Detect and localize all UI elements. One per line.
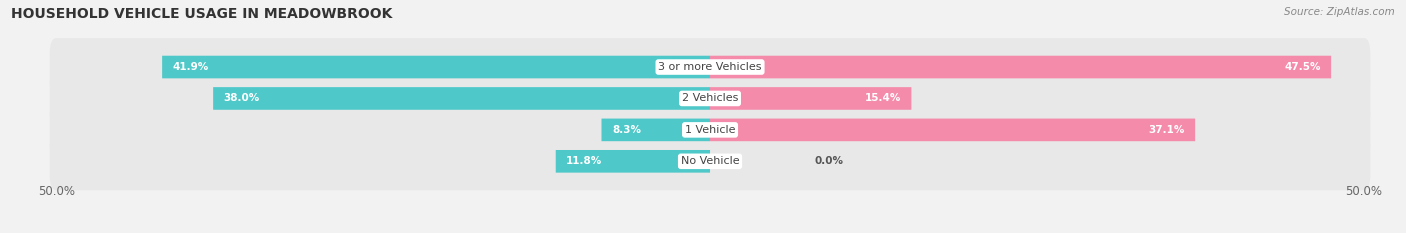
FancyBboxPatch shape [49, 38, 1371, 96]
Text: Source: ZipAtlas.com: Source: ZipAtlas.com [1284, 7, 1395, 17]
Text: HOUSEHOLD VEHICLE USAGE IN MEADOWBROOK: HOUSEHOLD VEHICLE USAGE IN MEADOWBROOK [11, 7, 392, 21]
Text: 11.8%: 11.8% [567, 156, 602, 166]
Text: 47.5%: 47.5% [1284, 62, 1320, 72]
Text: 41.9%: 41.9% [173, 62, 209, 72]
FancyBboxPatch shape [214, 87, 710, 110]
FancyBboxPatch shape [710, 56, 1331, 78]
FancyBboxPatch shape [710, 87, 911, 110]
Text: 3 or more Vehicles: 3 or more Vehicles [658, 62, 762, 72]
Text: 2 Vehicles: 2 Vehicles [682, 93, 738, 103]
FancyBboxPatch shape [49, 101, 1371, 159]
FancyBboxPatch shape [49, 69, 1371, 127]
FancyBboxPatch shape [49, 132, 1371, 190]
Text: 0.0%: 0.0% [814, 156, 844, 166]
FancyBboxPatch shape [710, 119, 1195, 141]
Text: No Vehicle: No Vehicle [681, 156, 740, 166]
Text: 1 Vehicle: 1 Vehicle [685, 125, 735, 135]
FancyBboxPatch shape [602, 119, 710, 141]
FancyBboxPatch shape [555, 150, 710, 173]
FancyBboxPatch shape [162, 56, 710, 78]
Text: 8.3%: 8.3% [612, 125, 641, 135]
Text: 15.4%: 15.4% [865, 93, 901, 103]
Text: 38.0%: 38.0% [224, 93, 260, 103]
Text: 37.1%: 37.1% [1149, 125, 1185, 135]
